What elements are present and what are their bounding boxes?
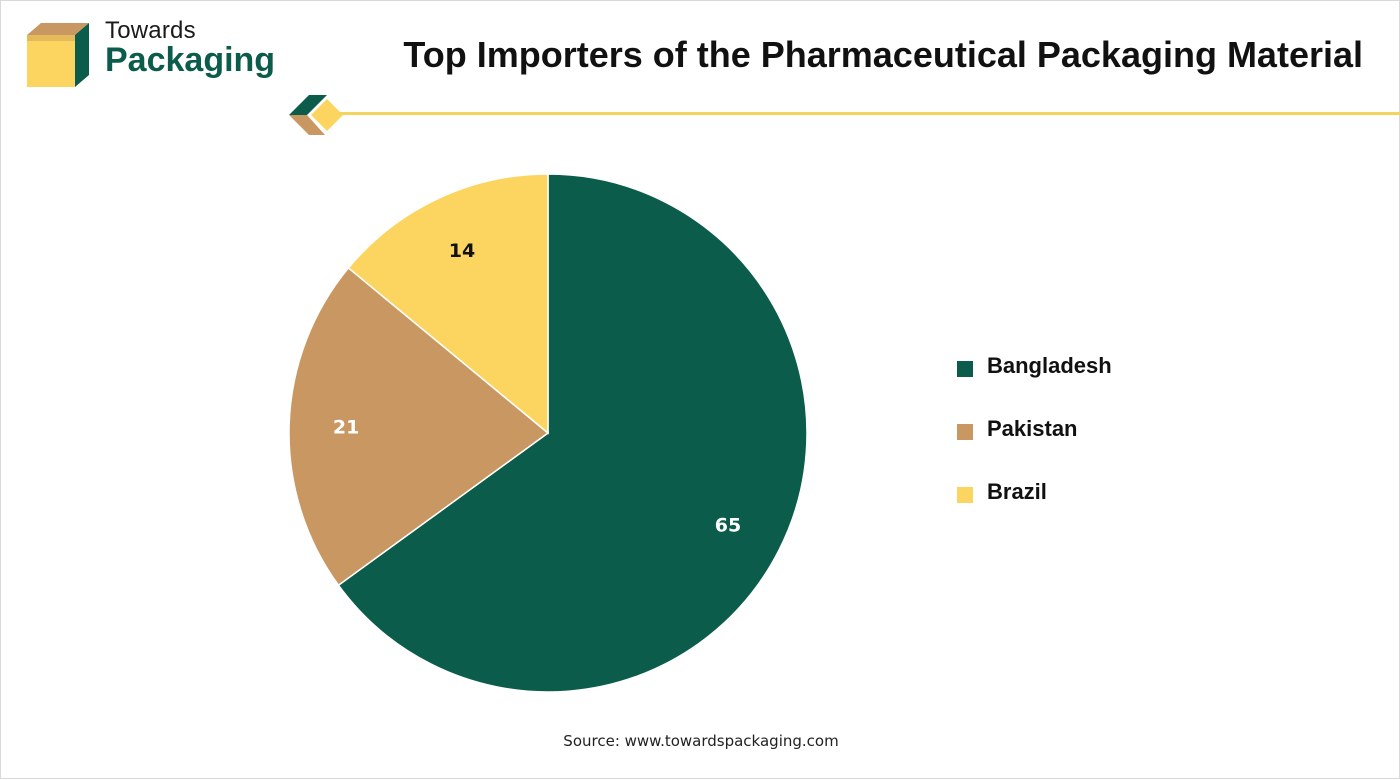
data-label-brazil: 14	[449, 240, 475, 262]
brand-logo: Towards Packaging	[27, 17, 287, 87]
legend-swatch-pakistan	[957, 424, 973, 440]
legend-label-pakistan: Pakistan	[987, 416, 1078, 441]
source-note: Source: www.towardspackaging.com	[563, 732, 839, 750]
diamond-decoration-icon	[289, 95, 343, 135]
legend-label-brazil: Brazil	[987, 479, 1047, 504]
brand-name-top: Towards	[105, 17, 196, 44]
title-underline	[339, 112, 1400, 115]
brand-name-bottom: Packaging	[105, 41, 276, 79]
box-logo-icon	[27, 23, 89, 87]
chart-title: Top Importers of the Pharmaceutical Pack…	[403, 34, 1363, 75]
pie-slice-brazil	[347, 173, 549, 435]
data-label-bangladesh: 65	[715, 515, 741, 537]
data-label-pakistan: 21	[333, 417, 359, 439]
legend-label-bangladesh: Bangladesh	[987, 353, 1112, 378]
legend-swatch-brazil	[957, 487, 973, 503]
pie-slice-pakistan	[288, 266, 550, 587]
legend-swatch-bangladesh	[957, 361, 973, 377]
pie-slice-bangladesh	[337, 173, 808, 693]
